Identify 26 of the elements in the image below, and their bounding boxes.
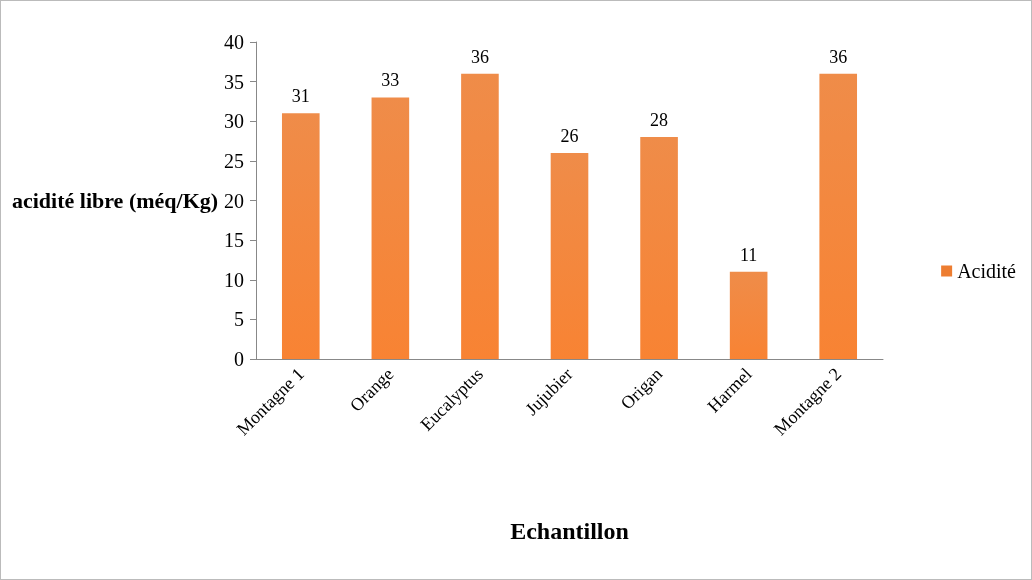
bar <box>371 97 410 359</box>
bar <box>729 271 768 359</box>
y-tick-label: 10 <box>224 268 244 291</box>
bar <box>281 113 320 359</box>
y-tick-label: 15 <box>224 229 244 252</box>
y-tick-label: 40 <box>224 31 244 53</box>
bar <box>819 73 858 359</box>
data-label: 28 <box>650 110 669 131</box>
data-label: 36 <box>829 46 848 67</box>
data-label: 36 <box>470 46 489 67</box>
bar <box>640 137 678 359</box>
bar <box>550 152 589 359</box>
data-label: 26 <box>560 125 579 146</box>
y-tick-label: 25 <box>224 149 244 172</box>
y-tick-label: 35 <box>224 70 244 93</box>
y-tick-label: 20 <box>224 189 244 212</box>
data-label: 11 <box>739 244 758 265</box>
y-tick-label: 30 <box>224 110 244 133</box>
data-label: 33 <box>381 70 400 91</box>
data-label: 31 <box>291 86 310 107</box>
legend-label: Acidité <box>957 260 1017 282</box>
x-axis-title: Echantillon <box>510 518 629 544</box>
y-axis-title: acidité libre (méq/Kg) <box>11 188 219 213</box>
y-tick-label: 0 <box>234 348 244 370</box>
bar <box>461 73 499 359</box>
y-tick-label: 5 <box>234 308 244 331</box>
